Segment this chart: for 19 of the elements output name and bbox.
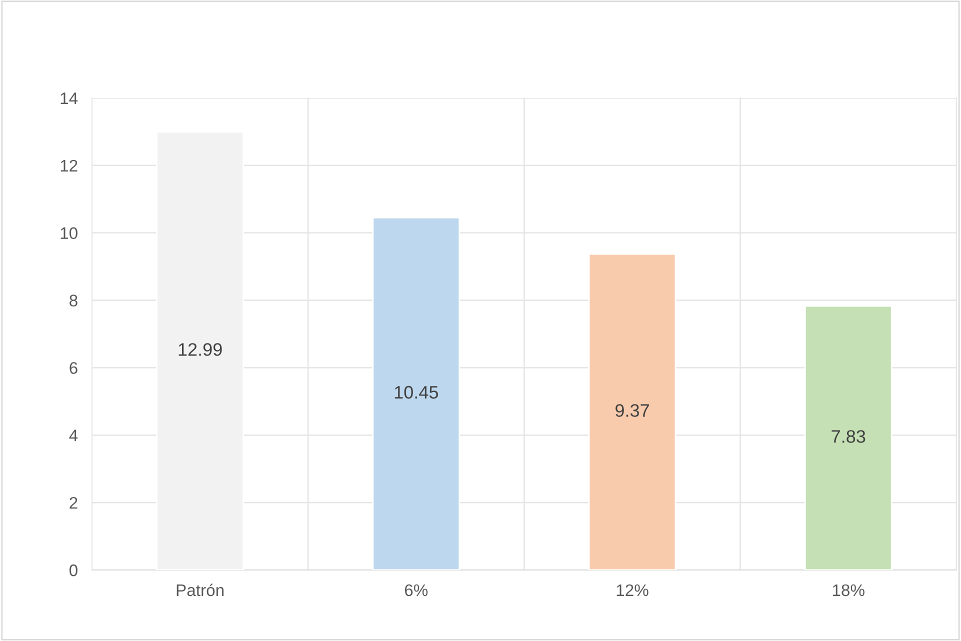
x-tick-label: 18% <box>832 584 864 596</box>
x-tick-label: 6% <box>404 584 428 596</box>
bar <box>804 305 892 570</box>
y-tick-label: 4 <box>69 430 78 442</box>
data-label: 9.37 <box>616 404 649 417</box>
y-tick-label: 0 <box>69 564 78 576</box>
bar <box>588 253 676 570</box>
data-label: 12.99 <box>178 343 222 356</box>
y-tick-label: 10 <box>60 227 78 240</box>
x-tick-label: Patrón <box>176 584 224 596</box>
y-tick-label: 8 <box>70 294 78 306</box>
x-tick-label: 12% <box>616 584 648 596</box>
y-tick-label: 12 <box>60 160 78 172</box>
bar <box>372 216 460 570</box>
data-label: 10.45 <box>394 386 438 399</box>
y-tick-label: 2 <box>70 496 78 509</box>
y-tick-label: 6 <box>70 362 78 374</box>
y-tick-label: 14 <box>60 92 78 104</box>
data-label: 7.83 <box>832 430 866 443</box>
